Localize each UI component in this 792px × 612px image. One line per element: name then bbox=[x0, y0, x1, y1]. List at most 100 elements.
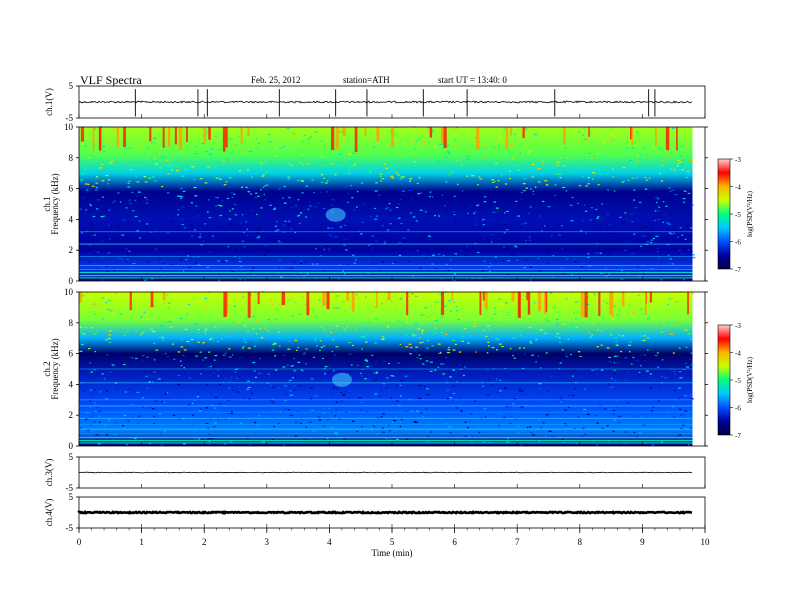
spectrogram-texel bbox=[440, 351, 442, 354]
spectrogram-texel bbox=[643, 354, 647, 356]
intense-emission bbox=[330, 127, 335, 151]
spectrogram-texel bbox=[648, 301, 651, 303]
spectrogram-texel bbox=[373, 425, 375, 427]
spectrogram-texel bbox=[611, 367, 613, 369]
spectrogram-texel bbox=[184, 227, 186, 229]
spectrogram-texel bbox=[326, 418, 330, 420]
spectrogram-texel bbox=[398, 254, 402, 257]
spectrogram-texel bbox=[630, 213, 633, 215]
spectrogram-texel bbox=[458, 299, 460, 302]
spectrogram-texel bbox=[267, 241, 271, 243]
spectrogram-texel bbox=[402, 279, 405, 281]
spectrogram-texel bbox=[292, 357, 296, 360]
spectrogram-texel bbox=[234, 368, 238, 371]
spectrogram-texel bbox=[625, 147, 629, 149]
spectrogram-texel bbox=[472, 267, 475, 269]
spectrogram-texel bbox=[321, 223, 324, 226]
spectrogram-texel bbox=[90, 227, 94, 230]
spectrogram-texel bbox=[104, 155, 106, 158]
spectrogram-texel bbox=[292, 377, 295, 379]
spectrogram-texel bbox=[246, 228, 249, 230]
spectrogram-texel bbox=[551, 436, 554, 438]
intense-emission bbox=[545, 292, 548, 312]
spectrogram-texel bbox=[266, 330, 270, 332]
spectrogram-texel bbox=[618, 335, 621, 337]
spectrogram-texel bbox=[353, 209, 356, 211]
spectrogram-texel bbox=[518, 347, 521, 349]
spectrogram-texel bbox=[636, 136, 639, 138]
spectrogram-texel bbox=[166, 192, 170, 194]
spectrogram-texel bbox=[689, 272, 693, 274]
spectrogram-texel bbox=[313, 191, 315, 194]
spectrogram-texel bbox=[252, 129, 255, 132]
intense-emission bbox=[281, 292, 285, 306]
spectrogram-texel bbox=[438, 352, 442, 354]
spectrogram-texel bbox=[539, 387, 542, 389]
spectrogram-texel bbox=[335, 433, 338, 435]
spectrogram-texel bbox=[151, 381, 154, 383]
spectrogram-texel bbox=[217, 412, 220, 414]
spectrogram-texel bbox=[522, 182, 526, 185]
spectrogram-texel bbox=[132, 262, 136, 265]
spectrogram-texel bbox=[637, 404, 640, 407]
intense-emission bbox=[186, 127, 188, 142]
spectrogram-texel bbox=[658, 400, 660, 402]
spectrogram-texel bbox=[99, 391, 102, 393]
spectrogram-texel bbox=[649, 386, 652, 389]
spectrogram-texel bbox=[671, 377, 674, 380]
spectrogram-texel bbox=[324, 373, 326, 375]
spectrogram-texel bbox=[431, 254, 435, 256]
spectrogram-texel bbox=[463, 437, 466, 439]
spectrogram-texel bbox=[418, 397, 422, 399]
spectrogram-texel bbox=[679, 161, 682, 164]
spectrogram-texel bbox=[616, 314, 620, 316]
spectrogram-texel bbox=[102, 151, 106, 153]
spectrogram-texel bbox=[388, 430, 392, 432]
spectrogram-texel bbox=[309, 136, 313, 138]
spectrogram-texel bbox=[277, 423, 280, 425]
spectrogram-texel bbox=[579, 355, 582, 358]
intense-emission bbox=[526, 292, 529, 301]
spectrogram-texel bbox=[569, 431, 572, 433]
spectrogram-texel bbox=[215, 177, 218, 179]
y-axis-label-channel: ch.2 bbox=[42, 361, 52, 376]
spectrogram-texel bbox=[614, 302, 616, 304]
spectrogram-texel bbox=[322, 270, 326, 272]
spectrogram-texel bbox=[153, 261, 157, 263]
spectrogram-texel bbox=[299, 313, 301, 315]
spectrogram-texel bbox=[607, 254, 610, 256]
spectrogram-texel bbox=[95, 438, 98, 441]
spectrogram-texel bbox=[145, 230, 148, 232]
spectrogram-texel bbox=[105, 398, 108, 400]
intense-emission bbox=[588, 127, 590, 137]
spectrogram-texel bbox=[101, 240, 104, 242]
spectrogram-texel bbox=[125, 316, 128, 318]
spectrogram-texel bbox=[460, 308, 462, 310]
spectrogram-texel bbox=[230, 363, 234, 365]
spectrogram-texel bbox=[128, 199, 130, 202]
spectrogram-texel bbox=[385, 208, 387, 210]
intense-emission bbox=[443, 127, 447, 149]
spectrogram-texel bbox=[303, 327, 306, 330]
spectrogram-texel bbox=[661, 441, 663, 443]
spectrogram-texel bbox=[234, 224, 237, 227]
spectrogram-texel bbox=[86, 301, 89, 303]
spectrogram-texel bbox=[669, 258, 672, 260]
spectrogram-texel bbox=[591, 334, 593, 336]
spectrogram-texel bbox=[624, 171, 627, 173]
spectrogram-texel bbox=[336, 388, 339, 390]
spectrogram-texel bbox=[447, 390, 450, 392]
spectrogram-texel bbox=[101, 297, 105, 299]
spectrogram-texel bbox=[120, 258, 124, 260]
spectrogram-texel bbox=[102, 168, 104, 170]
spectrogram-texel bbox=[516, 259, 519, 262]
spectrogram-texel bbox=[567, 338, 570, 341]
spectrogram-texel bbox=[301, 192, 304, 194]
spectrogram-texel bbox=[453, 315, 455, 318]
spectrogram-texel bbox=[278, 188, 281, 190]
spectrogram-texel bbox=[620, 278, 624, 281]
spectrogram-texel bbox=[618, 310, 621, 312]
spectrogram-texel bbox=[452, 385, 455, 387]
spectrogram-texel bbox=[221, 326, 223, 328]
spectrogram-texel bbox=[519, 335, 522, 337]
